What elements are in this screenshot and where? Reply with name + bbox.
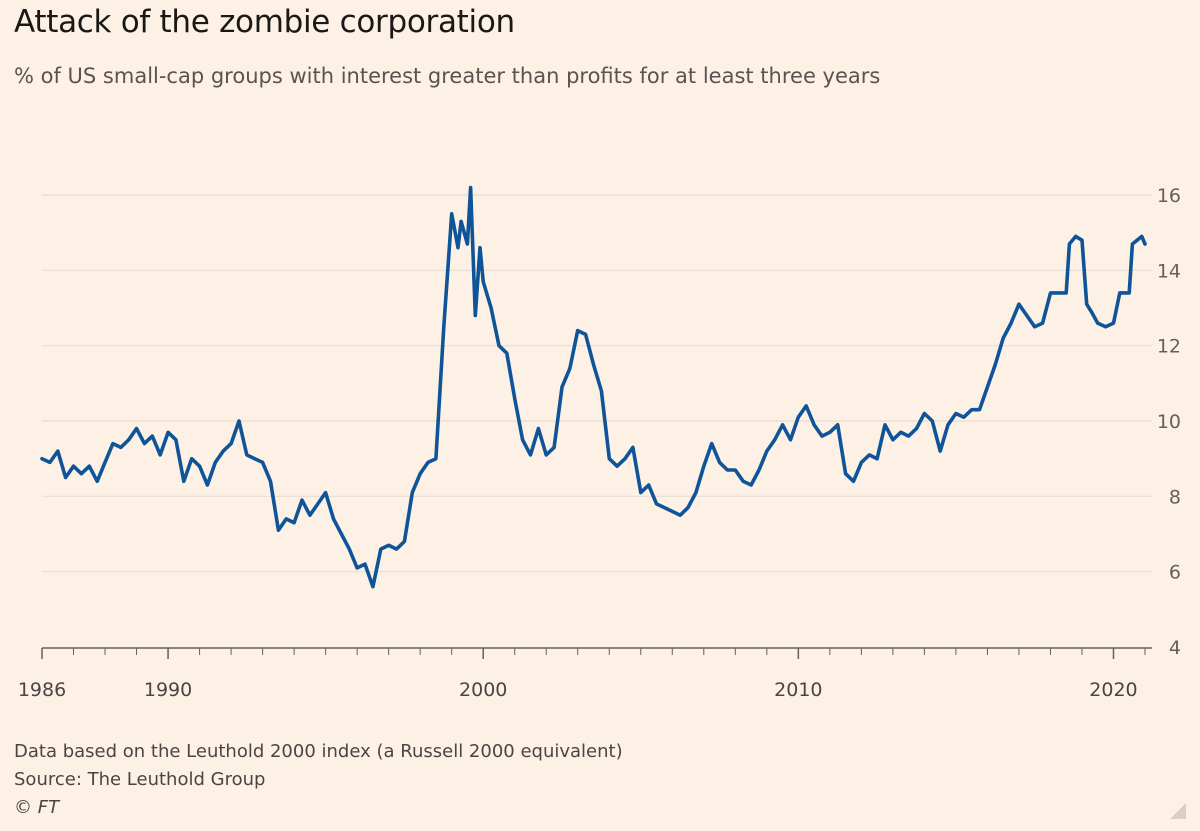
x-tick-label: 2010	[774, 679, 822, 701]
y-tick-label: 8	[1169, 486, 1181, 508]
chart-subtitle: % of US small-cap groups with interest g…	[14, 64, 881, 88]
source-note: Source: The Leuthold Group	[14, 769, 266, 790]
y-tick-label: 14	[1157, 260, 1181, 282]
chart-title: Attack of the zombie corporation	[14, 4, 515, 40]
series-layer	[40, 185, 1147, 589]
x-tick-label: 1990	[144, 679, 192, 701]
series-line	[40, 185, 1147, 589]
x-axis: 1986 1990 2000 2010 2020	[18, 647, 1152, 701]
chart-footer: Data based on the Leuthold 2000 index (a…	[14, 738, 623, 822]
resize-grip-icon	[1170, 803, 1186, 819]
copyright: © FT	[14, 797, 60, 818]
x-tick-label: 2000	[459, 679, 507, 701]
x-tick-label: 1986	[18, 679, 66, 701]
y-tick-label: 16	[1157, 185, 1181, 207]
y-tick-label: 10	[1157, 411, 1181, 433]
gridlines	[42, 194, 1152, 573]
y-tick-label: 6	[1169, 562, 1181, 584]
y-tick-label: 4	[1169, 637, 1181, 659]
y-tick-label: 12	[1157, 336, 1181, 358]
y-axis: 4 6 8 10 12 14 16	[1157, 185, 1181, 659]
data-note: Data based on the Leuthold 2000 index (a…	[14, 741, 623, 762]
x-tick-label: 2020	[1089, 679, 1137, 701]
